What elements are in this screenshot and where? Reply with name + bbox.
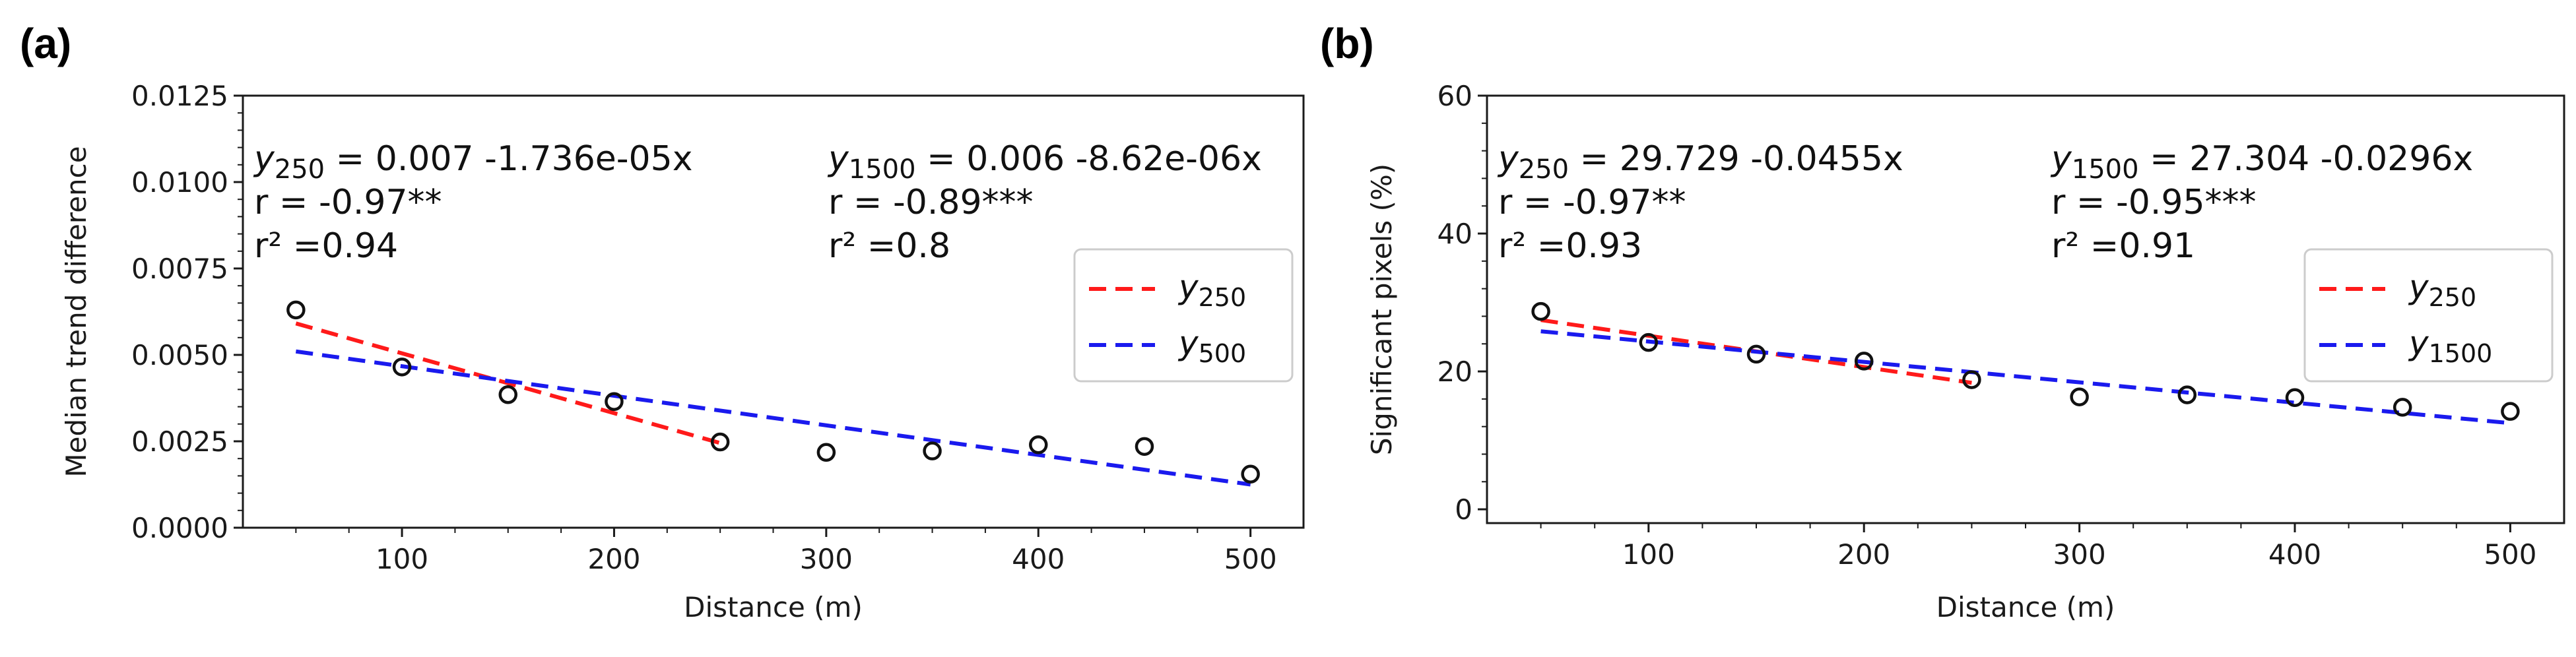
r-value-left: r = -0.97** — [254, 183, 442, 222]
y-tick-label: 0.0100 — [131, 166, 228, 199]
data-point — [1029, 435, 1048, 454]
y-tick-label: 0.0025 — [131, 425, 228, 458]
x-tick-label: 200 — [1837, 538, 1890, 571]
legend-box — [1073, 248, 1294, 383]
legend-box — [2303, 248, 2554, 383]
fit-line-y1500 — [1540, 329, 2511, 425]
y-tick-label: 0.0050 — [131, 339, 228, 371]
y-axis-label: Significant pixels (%) — [1366, 164, 1398, 455]
data-point — [286, 300, 306, 320]
r2-value-left: r² =0.94 — [254, 226, 398, 266]
fit-line-y250 — [295, 321, 721, 445]
equation-right: y1500 = 0.006 -8.62e-06x — [827, 139, 1262, 185]
x-axis-label: Distance (m) — [1936, 591, 2115, 623]
equation-right: y1500 = 27.304 -0.0296x — [2050, 139, 2473, 185]
data-point — [710, 432, 730, 452]
y-tick-label: 20 — [1437, 356, 1472, 388]
y-tick-label: 0.0075 — [131, 253, 228, 285]
legend-label: y1500 — [2408, 324, 2492, 368]
y-tick-label: 0 — [1455, 493, 1472, 526]
data-point — [1746, 344, 1766, 364]
panel-a: (a) 100 200 300 400 500 0.0000 0.0025 0.0050 0.00… — [20, 20, 1305, 623]
r-value-right: r = -0.95*** — [2051, 183, 2257, 222]
y-tick-label: 60 — [1437, 80, 1472, 112]
r-value-right: r = -0.89*** — [828, 183, 1034, 222]
x-tick-label: 100 — [1622, 538, 1675, 571]
legend-label: y500 — [1177, 324, 1246, 368]
data-point — [605, 392, 624, 411]
equation-left: y250 = 29.729 -0.0455x — [1497, 139, 1903, 185]
legend-label: y250 — [2408, 268, 2476, 312]
panel-label-b: (b) — [1320, 20, 1374, 67]
data-point — [1135, 437, 1154, 456]
x-tick-label: 100 — [376, 543, 428, 575]
data-point — [1639, 332, 1659, 352]
x-tick-label: 300 — [800, 543, 853, 575]
r2-value-left: r² =0.93 — [1498, 226, 1642, 266]
data-point — [2501, 402, 2520, 421]
legend: y250 y500 — [1073, 248, 1294, 383]
x-tick-label: 500 — [1224, 543, 1277, 575]
y-tick-label: 40 — [1437, 218, 1472, 250]
r2-value-right: r² =0.8 — [828, 226, 950, 266]
x-tick-label: 200 — [587, 543, 640, 575]
x-tick-label: 500 — [2484, 538, 2536, 571]
r2-value-right: r² =0.91 — [2051, 226, 2195, 266]
equation-left: y250 = 0.007 -1.736e-05x — [253, 139, 693, 185]
x-tick-label: 400 — [2268, 538, 2321, 571]
data-point — [1962, 370, 1981, 389]
r-value-left: r = -0.97** — [1498, 183, 1686, 222]
data-point — [923, 441, 942, 460]
x-axis-label: Distance (m) — [684, 591, 863, 623]
legend: y250 y1500 — [2303, 248, 2554, 383]
panel-b: (b) 100 200 300 400 500 0 20 40 60 Distance (m) Sig… — [1320, 20, 2565, 623]
y-tick-label: 0.0000 — [131, 512, 228, 544]
data-point — [2177, 385, 2197, 404]
x-tick-label: 400 — [1012, 543, 1065, 575]
x-tick-label: 300 — [2053, 538, 2106, 571]
data-point — [2070, 387, 2089, 406]
data-point — [1241, 464, 1260, 484]
legend-label: y250 — [1177, 268, 1246, 312]
data-point — [2285, 388, 2305, 408]
data-point — [1854, 352, 1874, 371]
y-tick-label: 0.0125 — [131, 80, 228, 112]
fit-line-y500 — [295, 349, 1251, 487]
data-point — [816, 443, 836, 462]
data-point — [498, 385, 517, 404]
data-point — [392, 358, 412, 377]
panel-label-a: (a) — [20, 20, 71, 67]
data-point — [2393, 398, 2412, 417]
y-axis-label: Median trend difference — [60, 146, 92, 477]
data-point — [1531, 301, 1550, 321]
